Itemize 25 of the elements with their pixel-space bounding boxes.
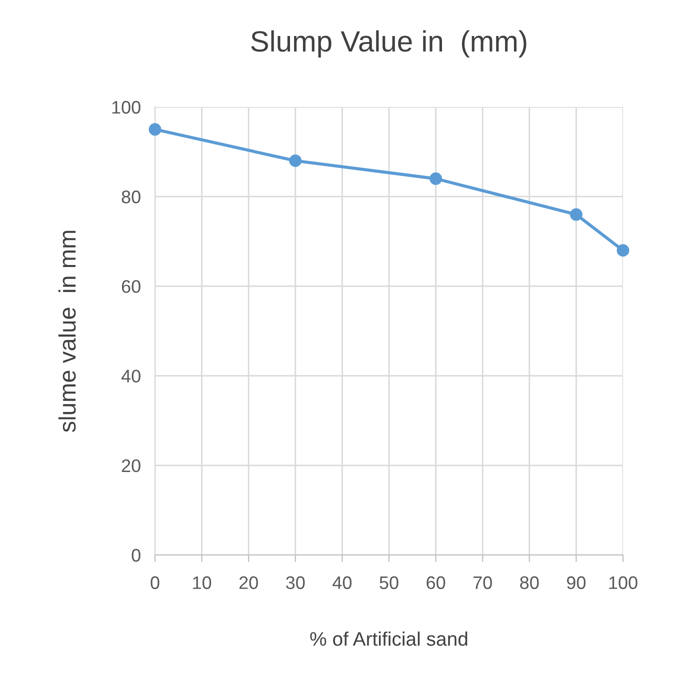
x-tick-label: 30 bbox=[286, 576, 305, 590]
y-tick-label: 20 bbox=[122, 459, 140, 472]
x-tick-label: 80 bbox=[520, 576, 539, 590]
y-tick-label: 0 bbox=[132, 548, 140, 562]
point bbox=[616, 244, 630, 257]
x-tick-label: 40 bbox=[332, 576, 352, 590]
x-tick-label: 70 bbox=[473, 576, 492, 590]
x-tick-label: 100 bbox=[609, 576, 638, 590]
x-tick-label: 60 bbox=[426, 576, 446, 590]
point bbox=[289, 154, 302, 168]
point bbox=[148, 123, 162, 136]
y-tick-label: 40 bbox=[121, 370, 140, 383]
y-tick-label: 80 bbox=[122, 190, 140, 204]
x-tick-label: 10 bbox=[193, 576, 212, 590]
x-tick-label: 0 bbox=[150, 576, 160, 590]
x-axis-title: % of Artificial sand bbox=[310, 632, 468, 646]
x-tick-label: 90 bbox=[567, 576, 586, 590]
x-tick-label: 20 bbox=[239, 576, 258, 590]
x-tick-label: 50 bbox=[380, 576, 398, 590]
chart-title: Slump Value in (mm) bbox=[251, 30, 526, 58]
point bbox=[430, 172, 442, 185]
y-tick-label: 100 bbox=[112, 100, 140, 114]
y-axis-title: slume value in mm bbox=[58, 230, 76, 432]
y-tick-label: 60 bbox=[122, 280, 140, 293]
point bbox=[570, 208, 582, 221]
